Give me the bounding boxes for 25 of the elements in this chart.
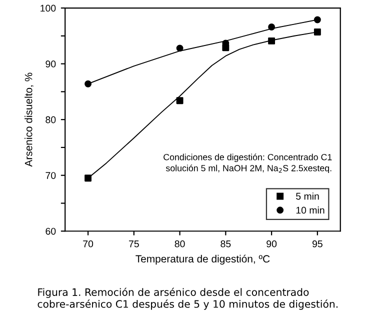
point	[314, 28, 321, 36]
x-tick-label: 70	[83, 240, 94, 248]
legend-label: 5 min	[296, 192, 319, 200]
x-axis-title: Temperatura de digestión, ºC	[136, 254, 270, 265]
text: Figura 1. Remoción de arsénico desde el concentrado cobre-arsénico C1 después de 5 y 10 minutos de digestión.	[38, 288, 338, 310]
annotation: Condiciones de digestión: Concentrado C1 solución 5 ml, NaOH 2M, Na$_{2}$S 2.5xesteq.	[164, 154, 332, 174]
x-tick-label: 85	[220, 240, 231, 248]
y-tick-label: 80	[46, 116, 56, 124]
x-tick-label: 80	[174, 240, 185, 248]
y-tick-label: 90	[46, 60, 56, 68]
legend-label: 10 min	[296, 206, 324, 214]
point	[268, 37, 276, 44]
point	[176, 97, 184, 104]
y-tick-label: 60	[46, 228, 56, 235]
x-tick-label: 75	[129, 240, 139, 248]
y-tick-label: 100	[40, 4, 56, 12]
y-axis-title: Arsenico disuelto, %	[24, 72, 34, 167]
x-tick-label: 95	[312, 240, 322, 248]
x-tick-label: 90	[266, 240, 277, 248]
point	[268, 24, 276, 30]
point	[84, 174, 92, 182]
y-tick-label: 70	[46, 172, 56, 179]
point	[314, 16, 321, 24]
point	[176, 44, 184, 52]
point	[84, 80, 92, 88]
